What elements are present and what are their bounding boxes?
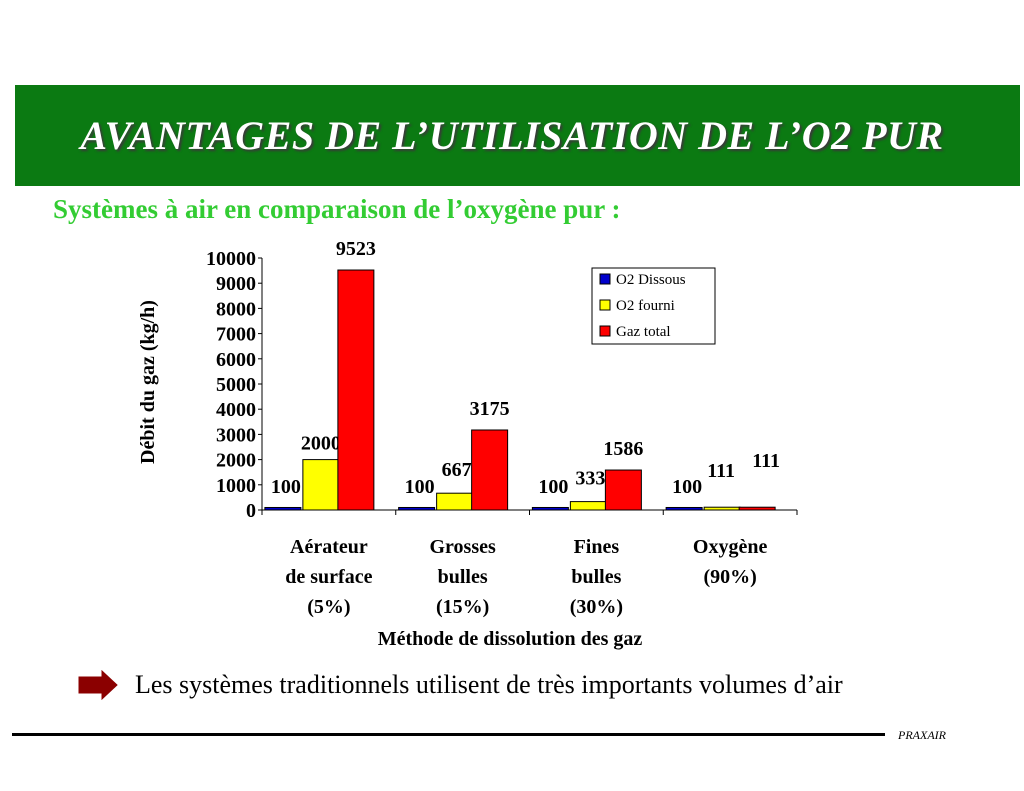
slide-title: AVANTAGES DE L’UTILISATION DE L’O2 PUR [80,113,944,158]
y-tick-label: 6000 [216,349,256,371]
data-label: 111 [752,450,780,472]
title-banner [15,85,1020,186]
bar-1 [703,506,741,511]
legend-box [591,267,716,345]
y-tick-label: 7000 [216,324,256,346]
data-label: 1586 [603,438,643,460]
x-tick-label: Grosses [429,536,496,558]
x-tick-label: bulles [571,566,621,588]
y-tick-label: 5000 [216,374,256,396]
legend-swatch [599,273,611,285]
legend-label: O2 fourni [616,298,675,314]
bar-0 [264,506,302,511]
data-label: 100 [538,476,568,498]
bar-1 [302,459,340,511]
data-label: 3175 [470,398,510,420]
x-tick-label: (90%) [703,566,756,588]
y-tick-label: 8000 [216,298,256,320]
conclusion-note: Les systèmes traditionnels utilisent de … [135,670,843,699]
x-tick-label: (5%) [307,596,350,618]
data-label: 100 [271,476,301,498]
footer-divider [12,733,885,736]
data-label: 2000 [301,433,341,455]
bar-2 [604,469,642,511]
bar-0 [398,506,436,511]
legend-label: Gaz total [616,324,671,340]
legend-swatch [599,325,611,337]
bar-0 [531,506,569,511]
data-label: 667 [442,459,472,481]
data-label: 111 [707,460,735,482]
x-tick-label: Fines [574,536,620,558]
y-tick-label: 10000 [206,248,256,270]
bar-0 [665,506,703,511]
y-tick-label: 2000 [216,450,256,472]
bar-2 [471,429,509,511]
x-tick-label: bulles [438,566,488,588]
y-tick-label: 9000 [216,273,256,295]
bar-2 [337,269,375,511]
x-tick-label: Oxygène [693,536,768,558]
data-label: 333 [575,468,605,490]
x-axis-title: Méthode de dissolution des gaz [378,628,643,650]
x-tick-label: (15%) [436,596,489,618]
y-tick-label: 0 [246,500,256,522]
slide-subtitle: Systèmes à air en comparaison de l’oxygè… [53,194,621,224]
bar-2 [738,506,776,511]
data-label: 100 [672,476,702,498]
y-tick-label: 3000 [216,424,256,446]
data-label: 100 [405,476,435,498]
footer-brand: PRAXAIR [898,728,946,742]
y-tick-label: 4000 [216,399,256,421]
legend-label: O2 Dissous [616,272,686,288]
y-axis-title: Débit du gaz (kg/h) [137,300,159,464]
right-arrow-icon [78,670,118,700]
data-label: 9523 [336,238,376,260]
x-tick-label: de surface [285,566,372,588]
legend-swatch [599,299,611,311]
bar-1 [436,492,474,511]
x-tick-label: (30%) [570,596,623,618]
bar-1 [569,501,607,511]
y-tick-label: 1000 [216,475,256,497]
x-tick-label: Aérateur [290,536,368,558]
